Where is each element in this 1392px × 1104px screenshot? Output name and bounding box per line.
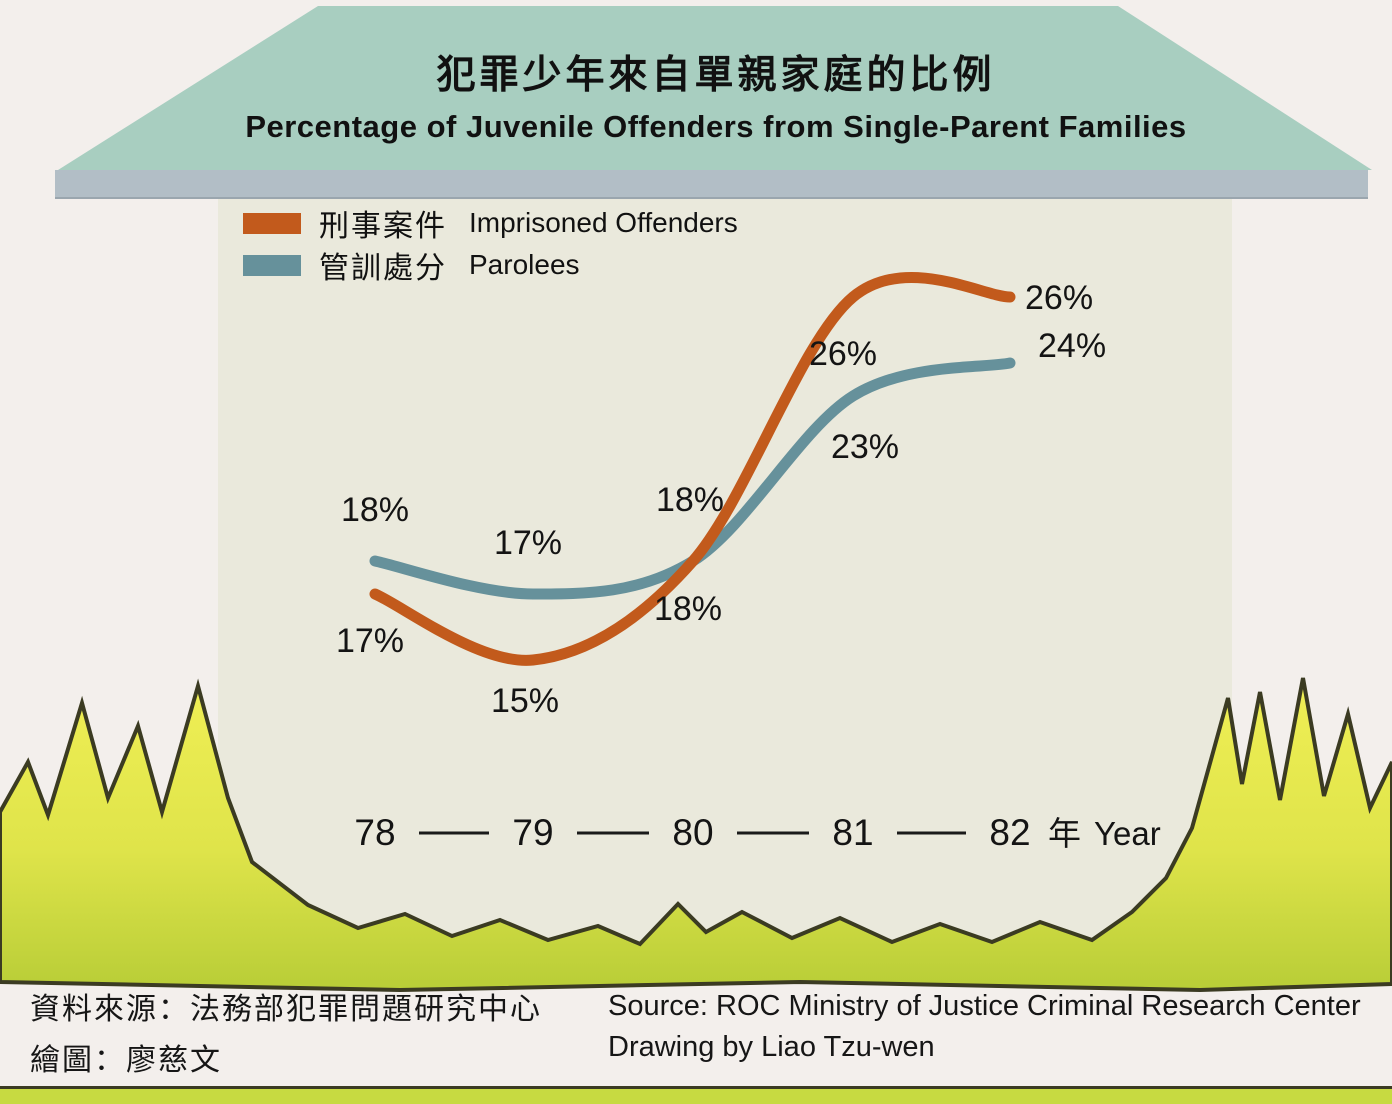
- legend-swatch-parolees: [243, 254, 301, 276]
- legend-swatch-imprisoned: [243, 212, 301, 234]
- chart-title-en: Percentage of Juvenile Offenders from Si…: [245, 108, 1187, 144]
- legend-label-en: Imprisoned Offenders: [469, 207, 738, 238]
- legend-item-parolees: 管訓處分 Parolees: [243, 244, 738, 286]
- bottom-grass-strip: [0, 1086, 1392, 1104]
- source-block-zh: 資料來源：法務部犯罪問題研究中心 繪圖：廖慈文: [30, 984, 542, 1086]
- chart-title-block: 犯罪少年來自單親家庭的比例 Percentage of Juvenile Off…: [216, 52, 1216, 145]
- source-line: 繪圖：廖慈文: [30, 1044, 222, 1077]
- source-line: Source: ROC Ministry of Justice Criminal…: [608, 990, 1361, 1022]
- legend-label-en: Parolees: [469, 249, 580, 280]
- roof-shape: [58, 6, 1372, 170]
- source-block-en: Source: ROC Ministry of Justice Criminal…: [608, 986, 1361, 1067]
- source-line: Drawing by Liao Tzu-wen: [608, 1030, 935, 1063]
- legend-item-imprisoned: 刑事案件 Imprisoned Offenders: [243, 202, 738, 244]
- chart-title-zh: 犯罪少年來自單親家庭的比例: [436, 54, 996, 97]
- legend-label-zh: 刑事案件: [319, 210, 447, 243]
- eave-bar: [55, 170, 1368, 199]
- house-roof: [58, 6, 1372, 170]
- source-line: 資料來源：法務部犯罪問題研究中心: [30, 993, 542, 1026]
- plot-panel: [218, 197, 1232, 950]
- chart-legend: 刑事案件 Imprisoned Offenders 管訓處分 Parolees: [243, 202, 738, 286]
- legend-label-zh: 管訓處分: [319, 252, 447, 285]
